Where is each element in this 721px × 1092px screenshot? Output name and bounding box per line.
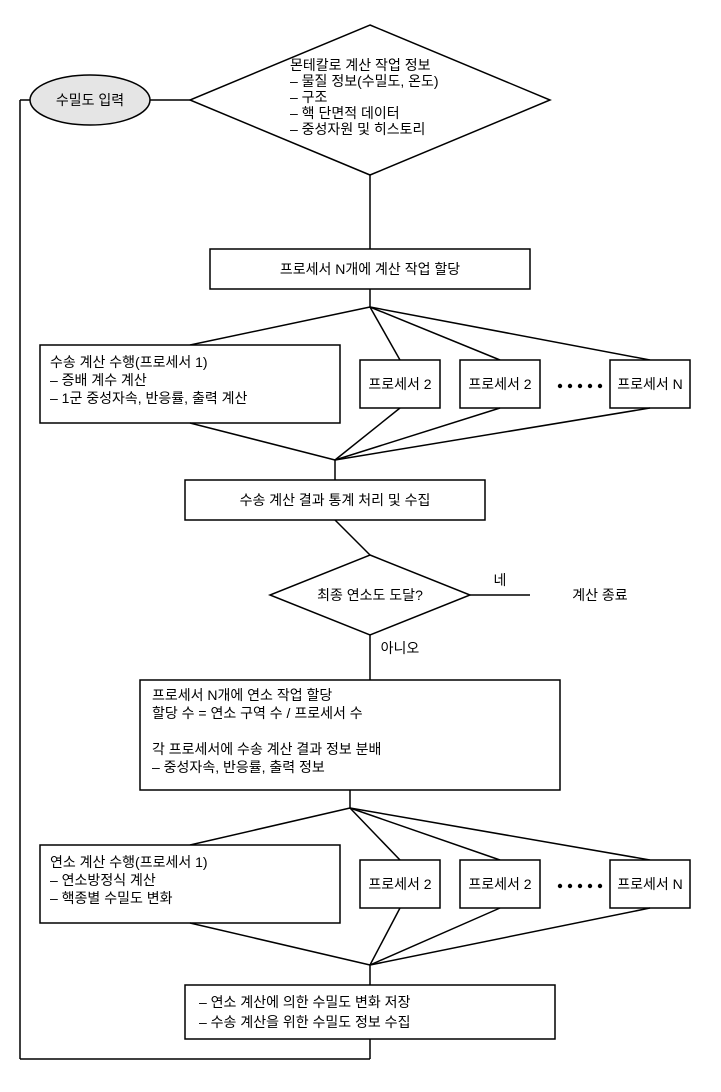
dots-row1 (588, 384, 592, 388)
dots-row1 (578, 384, 582, 388)
top-diamond-line-0: 몬테칼로 계산 작업 정보 (290, 57, 431, 73)
save-box-line-0: – 연소 계산에 의한 수밀도 변화 저장 (199, 994, 411, 1010)
decision-label: 최종 연소도 도달? (317, 587, 423, 603)
proc-row1-1: 프로세서 2 (468, 376, 531, 392)
yes-label: 네 (494, 572, 507, 588)
assign-burn-line-1: 할당 수 = 연소 구역 수 / 프로세서 수 (152, 705, 363, 721)
proc1-transport-line-1: – 증배 계수 계산 (50, 372, 147, 388)
proc-row2-1: 프로세서 2 (468, 876, 531, 892)
proc-row1-0: 프로세서 2 (368, 376, 431, 392)
proc-row1-2: 프로세서 N (617, 376, 683, 392)
proc1-burn-line-1: – 연소방정식 계산 (50, 872, 156, 888)
dots-row2 (558, 884, 562, 888)
assign-burn-line-4: – 중성자속, 반응률, 출력 정보 (152, 759, 325, 775)
density-input-label: 수밀도 입력 (56, 92, 124, 108)
proc1-burn-line-0: 연소 계산 수행(프로세서 1) (50, 854, 208, 870)
flowchart-canvas: 수밀도 입력몬테칼로 계산 작업 정보– 물질 정보(수밀도, 온도)– 구조–… (0, 0, 721, 1092)
dots-row1 (558, 384, 562, 388)
no-label: 아니오 (381, 640, 420, 656)
dots-row1 (568, 384, 572, 388)
assign-burn-line-0: 프로세서 N개에 연소 작업 할당 (152, 687, 332, 703)
proc-row2-2: 프로세서 N (617, 876, 683, 892)
save-box-line-1: – 수송 계산을 위한 수밀도 정보 수집 (199, 1014, 410, 1030)
proc1-burn-line-2: – 핵종별 수밀도 변화 (50, 890, 173, 906)
top-diamond-line-4: – 중성자원 및 히스토리 (290, 121, 425, 137)
proc-row2-0: 프로세서 2 (368, 876, 431, 892)
dots-row2 (588, 884, 592, 888)
collect-label: 수송 계산 결과 통계 처리 및 수집 (240, 492, 431, 508)
proc1-transport-line-0: 수송 계산 수행(프로세서 1) (50, 354, 208, 370)
assign-burn-line-3: 각 프로세서에 수송 계산 결과 정보 분배 (152, 741, 381, 757)
dots-row2 (578, 884, 582, 888)
dots-row2 (568, 884, 572, 888)
end-label: 계산 종료 (572, 587, 628, 603)
top-diamond-line-3: – 핵 단면적 데이터 (290, 105, 400, 121)
dots-row1 (598, 384, 602, 388)
assign-transport-label: 프로세서 N개에 계산 작업 할당 (280, 261, 460, 277)
top-diamond-line-1: – 물질 정보(수밀도, 온도) (290, 73, 439, 89)
proc1-transport-line-2: – 1군 중성자속, 반응률, 출력 계산 (50, 390, 247, 406)
dots-row2 (598, 884, 602, 888)
top-diamond-line-2: – 구조 (290, 89, 328, 105)
